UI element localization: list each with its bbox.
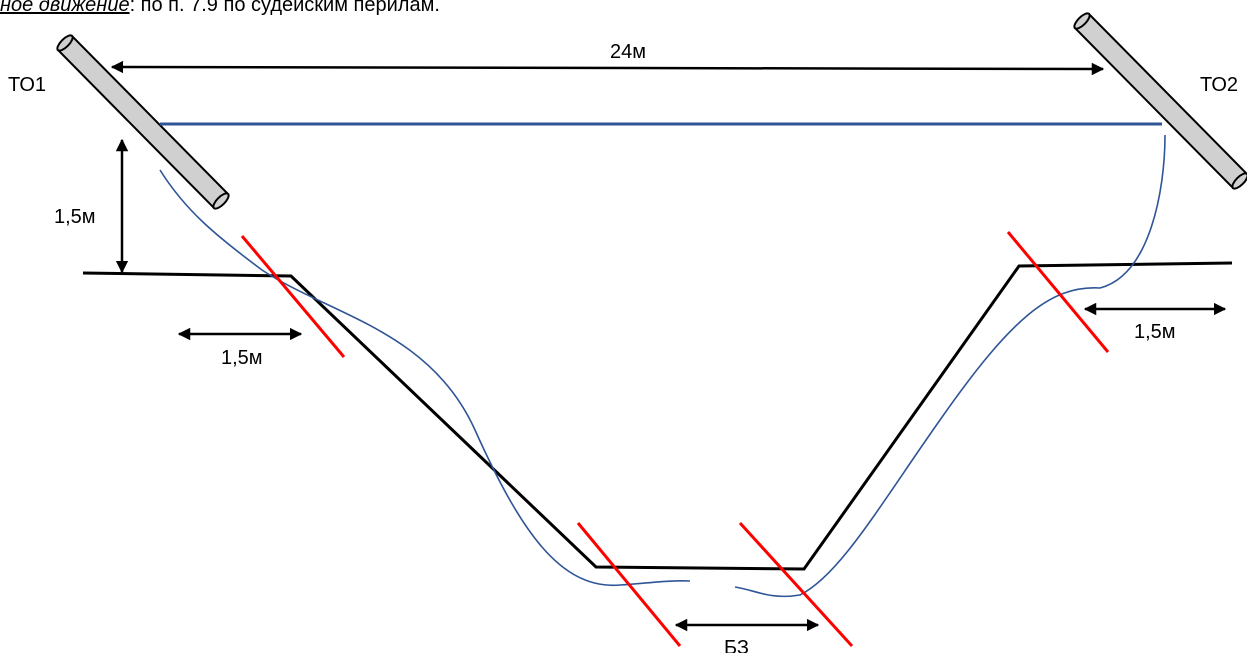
span-arrow bbox=[112, 67, 1103, 69]
label-stage-left: ТО1 bbox=[8, 74, 46, 96]
support-left bbox=[55, 33, 231, 211]
support-right bbox=[1072, 11, 1247, 191]
zone-marker-upper-right bbox=[1008, 232, 1108, 352]
label-stage-right: ТО2 bbox=[1200, 74, 1238, 96]
zone-marker-lower-right bbox=[740, 523, 852, 646]
label-zone-right: 1,5м bbox=[1134, 321, 1176, 343]
label-zone-left: 1,5м bbox=[221, 347, 263, 369]
rope-slope-left bbox=[160, 170, 690, 585]
zone-marker-upper-left bbox=[242, 236, 344, 357]
label-safety-zone: БЗ bbox=[724, 637, 749, 653]
zone-marker-lower-left bbox=[578, 523, 680, 646]
label-height-left: 1,5м bbox=[54, 206, 96, 228]
terrain-profile bbox=[83, 263, 1232, 569]
label-span: 24м bbox=[610, 41, 646, 63]
